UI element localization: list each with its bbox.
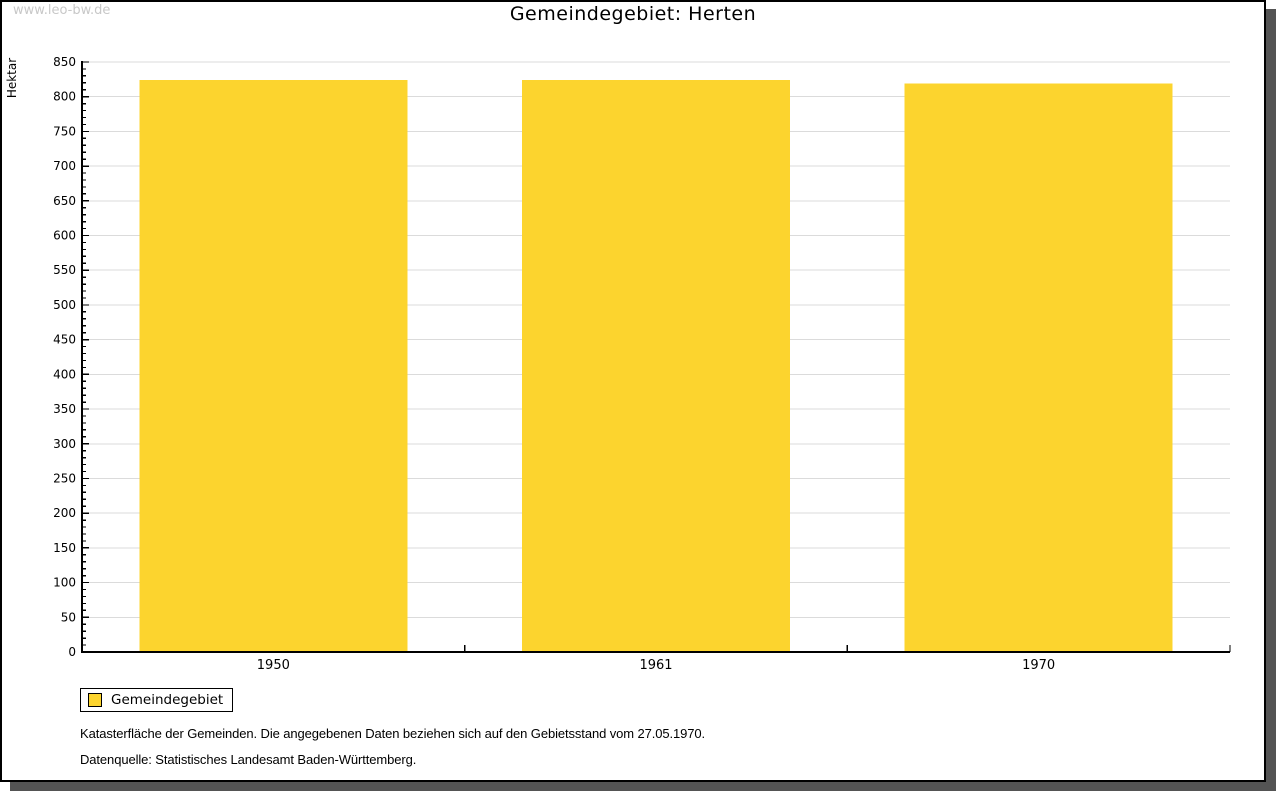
y-tick-label: 550 [53,263,76,277]
y-tick-label: 850 [53,55,76,69]
y-tick-label: 750 [53,124,76,138]
bar-chart: 0 50 100 150 200 250 300 350 400 450 500 550 600 650 7… [53,55,1231,673]
x-category-label: 1950 [257,658,290,673]
legend: Gemeindegebiet [80,688,234,712]
y-tick-label: 400 [53,367,76,381]
y-tick-label: 200 [53,506,76,520]
x-category-label: 1970 [1022,658,1055,673]
chart-title: Gemeindegebiet: Herten [509,3,757,25]
y-tick-label: 50 [61,610,76,624]
bar-1961 [522,80,790,652]
y-tick-label: 250 [53,471,76,485]
y-tick-label: 100 [53,576,76,590]
y-tick-label: 350 [53,402,76,416]
y-tick-label: 300 [53,437,76,451]
y-tick-label: 700 [53,159,76,173]
legend-swatch [88,693,102,707]
y-tick-label: 0 [68,645,76,659]
y-tick-label: 500 [53,298,76,312]
y-tick-label: 600 [53,229,76,243]
chart-panel: www.leo-bw.de Gemeindegebiet: Herten Hek… [0,0,1266,782]
footnote-data-source: Datenquelle: Statistisches Landesamt Bad… [80,752,417,767]
y-tick-label: 800 [53,90,76,104]
legend-label: Gemeindegebiet [111,692,224,708]
watermark: www.leo-bw.de [13,3,111,18]
bar-1950 [139,80,408,652]
x-category-label: 1961 [639,658,672,673]
bar-1970 [904,83,1173,653]
y-tick-label: 650 [53,194,76,208]
y-tick-label: 150 [53,541,76,555]
footnote-source-note: Katasterfläche der Gemeinden. Die angege… [80,726,706,741]
y-tick-label: 450 [53,333,76,347]
